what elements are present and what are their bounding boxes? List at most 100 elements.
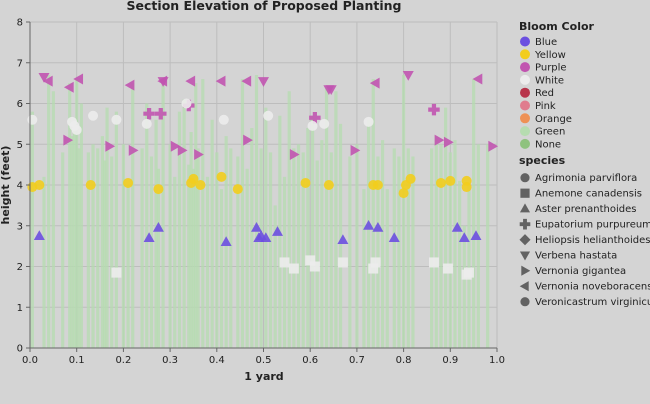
- marker-agrimonia-parviflora: [195, 180, 206, 190]
- legend-swatch-none: [520, 138, 530, 149]
- marker-verbena-hastata: [38, 73, 50, 83]
- marker-aster-prenanthoides: [220, 236, 232, 247]
- marker-anemone-canadensis: [279, 257, 290, 268]
- marker-agrimonia-parviflora: [323, 180, 334, 190]
- legend-label-vernonia-noveboracensis: Vernonia noveboracensis: [535, 282, 650, 293]
- marker-vernonia-gigantea: [63, 134, 74, 146]
- y-tick-label: 7: [17, 58, 23, 69]
- legend-swatch-red: [520, 87, 530, 98]
- x-tick-label: 0.3: [162, 355, 178, 366]
- legend-shape-verbena-hastata: [519, 251, 531, 261]
- marker-vernonia-noveboracensis: [215, 75, 226, 87]
- legend-swatch-yellow: [520, 49, 530, 60]
- marker-verbena-hastata: [258, 77, 269, 87]
- y-tick-label: 2: [17, 262, 23, 273]
- marker-vernonia-noveboracensis: [472, 73, 483, 85]
- x-tick-label: 1.0: [489, 355, 505, 366]
- marker-agrimonia-parviflora: [300, 177, 311, 188]
- marker-agrimonia-parviflora: [461, 182, 472, 193]
- marker-vernonia-noveboracensis: [369, 77, 380, 89]
- marker-vernonia-noveboracensis: [42, 75, 53, 87]
- legend-color-title: Bloom Color: [519, 20, 595, 33]
- y-tick-label: 4: [17, 181, 23, 192]
- marker-anemone-canadensis: [370, 257, 381, 268]
- marker-vernonia-noveboracensis: [63, 81, 74, 93]
- legend-label-red: Red: [535, 88, 554, 99]
- marker-agrimonia-parviflora: [405, 173, 416, 184]
- marker-eupatorium-purpureum: [309, 112, 321, 124]
- marker-vernonia-noveboracensis: [157, 75, 168, 87]
- marker-agrimonia-parviflora: [232, 184, 243, 195]
- marker-vernonia-gigantea: [488, 140, 499, 152]
- legend-label-none: None: [535, 139, 561, 150]
- legend-shape-aster-prenanthoides: [519, 203, 531, 213]
- marker-anemone-canadensis: [305, 255, 316, 266]
- marker-veronicastrum-virginicum: [363, 116, 374, 127]
- legend-swatch-green: [520, 126, 530, 137]
- legend-label-aster-prenanthoides: Aster prenanthoides: [535, 204, 636, 215]
- marker-vernonia-noveboracensis: [73, 73, 84, 85]
- legend-label-eupatorium-purpureum: Eupatorium purpureum: [535, 220, 650, 231]
- chart-title: Section Elevation of Proposed Planting: [127, 0, 402, 13]
- marker-aster-prenanthoides: [458, 232, 470, 242]
- marker-agrimonia-parviflora: [123, 177, 134, 188]
- marker-veronicastrum-virginicum: [181, 98, 192, 109]
- legend-label-anemone-canadensis: Anemone canadensis: [535, 189, 642, 200]
- y-tick-label: 3: [17, 221, 23, 232]
- y-tick-label: 6: [17, 99, 23, 110]
- legend-label-heliopsis-helianthoides: Heliopsis helianthoides: [535, 235, 650, 246]
- legend-label-purple: Purple: [535, 63, 567, 74]
- marker-anemone-canadensis: [309, 261, 320, 272]
- marker-aster-prenanthoides: [451, 222, 463, 232]
- legend-label-vernonia-gigantea: Vernonia gigantea: [535, 266, 626, 277]
- marker-vernonia-noveboracensis: [124, 79, 135, 91]
- marker-veronicastrum-virginicum: [218, 114, 229, 125]
- legend-swatch-orange: [520, 113, 530, 124]
- legend-label-blue: Blue: [535, 37, 557, 48]
- marker-anemone-canadensis: [463, 267, 474, 278]
- legend-label-white: White: [535, 75, 564, 86]
- legend-label-agrimonia-parviflora: Agrimonia parviflora: [535, 173, 637, 184]
- marker-anemone-canadensis: [428, 257, 439, 268]
- legend-shape-vernonia-noveboracensis: [519, 281, 529, 292]
- marker-aster-prenanthoides: [250, 222, 262, 232]
- axes: 0.0 0.1 0.2 0.3 0.4 0.5 0.6 0.7 0.8 0.9 1.0 0 1 2 3 4 5 6…: [17, 18, 505, 367]
- marker-agrimonia-parviflora: [398, 188, 409, 199]
- marker-veronicastrum-virginicum: [307, 120, 318, 131]
- x-tick-label: 0.2: [115, 355, 131, 366]
- marker-veronicastrum-virginicum: [319, 118, 330, 129]
- marker-agrimonia-parviflora: [372, 180, 383, 190]
- marker-verbena-hastata: [402, 70, 414, 81]
- legend-shape-eupatorium-purpureum: [519, 218, 531, 230]
- legend-shape-veronicastrum-virginicum: [520, 297, 530, 307]
- marker-vernonia-gigantea: [128, 144, 139, 156]
- x-tick-label: 0.7: [349, 355, 365, 366]
- marker-anemone-canadensis: [337, 257, 348, 268]
- marker-anemone-canadensis: [288, 263, 299, 274]
- marker-aster-prenanthoides: [143, 232, 155, 242]
- marker-aster-prenanthoides: [272, 226, 284, 236]
- legend-shape-vernonia-gigantea: [521, 265, 531, 276]
- y-tick-label: 8: [17, 18, 23, 29]
- y-tick-label: 0: [17, 344, 23, 355]
- legend-shape-anemone-canadensis: [520, 188, 530, 198]
- marker-veronicastrum-virginicum: [263, 110, 274, 121]
- marker-aster-prenanthoides: [372, 222, 384, 232]
- marker-agrimonia-parviflora: [188, 173, 199, 184]
- x-tick-label: 0.5: [256, 355, 272, 366]
- marker-eupatorium-purpureum: [428, 103, 440, 116]
- marker-anemone-canadensis: [368, 263, 379, 274]
- marker-agrimonia-parviflora: [445, 175, 456, 186]
- marker-veronicastrum-virginicum: [111, 114, 122, 125]
- marker-veronicastrum-virginicum: [88, 110, 99, 121]
- marker-vernonia-gigantea: [434, 134, 445, 146]
- marker-aster-prenanthoides: [152, 222, 164, 232]
- marker-aster-prenanthoides: [470, 230, 482, 240]
- marker-vernonia-noveboracensis: [185, 75, 196, 87]
- x-tick-label: 0.1: [69, 355, 85, 366]
- marker-agrimonia-parviflora: [435, 177, 446, 188]
- marker-vernonia-gigantea: [177, 144, 188, 156]
- y-tick-label: 5: [17, 140, 23, 151]
- marker-vernonia-gigantea: [243, 134, 253, 146]
